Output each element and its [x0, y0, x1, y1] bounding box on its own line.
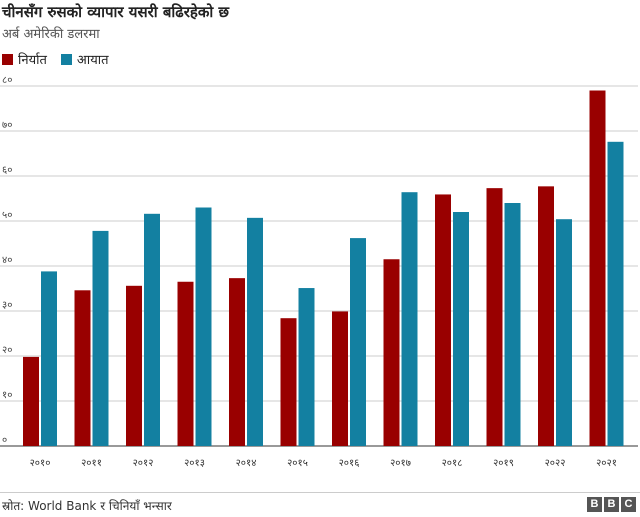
bar-import — [195, 207, 212, 446]
x-tick-label: २०२२ — [545, 458, 566, 469]
x-tick-label: २०१२ — [133, 458, 154, 469]
bar-export — [280, 318, 297, 446]
bar-import — [247, 217, 263, 446]
x-tick-label: २०१० — [30, 458, 51, 469]
chart-legend: निर्यात आयात — [2, 50, 123, 68]
bar-import — [504, 203, 521, 446]
legend-swatch-export — [2, 53, 13, 65]
footer-divider — [0, 492, 640, 493]
bar-export — [589, 90, 606, 446]
y-tick-label: ० — [2, 435, 7, 446]
bar-export — [435, 194, 451, 446]
bar-import — [556, 219, 572, 446]
legend-item-import: आयात — [60, 50, 109, 68]
x-tick-label: २०१३ — [184, 458, 205, 469]
bar-export — [538, 186, 554, 446]
legend-label-import: आयात — [76, 53, 109, 68]
bar-export — [23, 356, 39, 446]
bar-import — [298, 288, 315, 446]
chart-subtitle: अर्ब अमेरिकी डलरमा — [2, 27, 100, 42]
bar-export — [177, 281, 194, 446]
x-tick-label: २०२१ — [596, 458, 617, 469]
y-tick-label: ७० — [2, 120, 12, 131]
bbc-logo-letter: C — [621, 497, 636, 512]
x-tick-label: २०१५ — [287, 458, 308, 469]
bbc-logo: B B C — [587, 497, 636, 512]
bar-import — [453, 212, 469, 446]
legend-label-export: निर्यात — [18, 53, 47, 68]
y-tick-label: २० — [2, 345, 12, 356]
bar-import — [350, 238, 366, 446]
x-tick-label: २०१९ — [493, 458, 514, 469]
y-tick-label: ४० — [2, 255, 12, 266]
x-tick-label: २०११ — [81, 458, 102, 469]
bar-chart: ० १० २० ३० ४० ५० ६० ७० ८० २०१० २०११ २०१२ २०१३ २०१४ २०१… — [0, 75, 638, 469]
bar-export — [229, 278, 245, 446]
bbc-logo-letter: B — [587, 497, 602, 512]
legend-item-export: निर्यात — [2, 50, 47, 68]
bar-import — [401, 192, 418, 446]
legend-swatch-import — [60, 53, 72, 65]
bar-import — [144, 213, 160, 446]
bar-export — [486, 188, 503, 446]
bar-export — [74, 290, 91, 446]
source-note: स्रोत: World Bank र चिनियाँ भन्सार — [2, 499, 172, 513]
bar-export — [383, 259, 400, 446]
y-tick-label: ५० — [2, 210, 12, 221]
y-tick-label: ३० — [2, 300, 12, 311]
bar-export — [126, 285, 142, 446]
x-tick-label: २०१८ — [442, 458, 463, 469]
bar-import — [92, 230, 109, 446]
x-tick-label: २०१६ — [339, 458, 360, 469]
bar-import — [41, 271, 57, 446]
chart-title: चीनसँग रुसको व्यापार यसरी बढिरहेको छ — [2, 3, 229, 21]
bbc-logo-letter: B — [604, 497, 619, 512]
y-tick-label: ८० — [2, 75, 12, 86]
bar-import — [607, 141, 624, 447]
bar-export — [332, 311, 348, 446]
y-tick-label: ६० — [2, 165, 12, 176]
x-tick-label: २०१७ — [390, 458, 411, 469]
y-tick-label: १० — [2, 390, 12, 401]
x-tick-label: २०१४ — [236, 458, 257, 469]
